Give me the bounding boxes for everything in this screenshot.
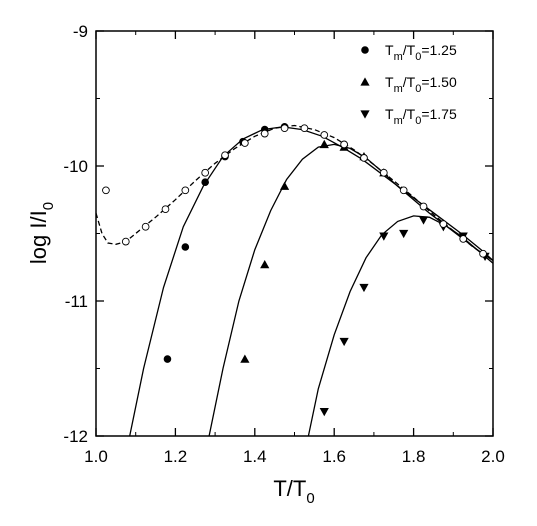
solid-fit-curve-3: [307, 215, 494, 437]
x-tick-label: 1.4: [243, 447, 267, 466]
y-axis-label: log I/I0: [26, 202, 57, 264]
fit-curves-layer: [95, 124, 494, 437]
data-point-open-circle: [479, 249, 487, 258]
data-point-open-circle: [399, 186, 408, 195]
data-point-open-circle: [221, 151, 229, 160]
data-point-open-circle: [419, 202, 428, 211]
data-point-triangle-down: [359, 283, 369, 293]
x-tick-label: 1.2: [164, 447, 188, 466]
plot-frame: [95, 30, 494, 437]
data-point-open-circle: [360, 154, 368, 162]
data-point-open-circle: [181, 186, 190, 195]
data-point-open-circle: [320, 131, 329, 139]
legend-marker-triangle-down: [360, 110, 370, 119]
data-point-open-circle: [280, 124, 289, 133]
legend-label: Tm/T0=1.25: [385, 42, 457, 63]
legend-marker-circle: [361, 46, 369, 54]
data-point-open-circle: [300, 124, 309, 133]
data-point-open-circle: [439, 220, 448, 228]
data-point-circle: [163, 355, 172, 363]
legend-marker-triangle-up: [360, 77, 370, 86]
data-point-open-circle: [241, 139, 249, 147]
data-point-open-circle: [260, 129, 269, 138]
axis-ticks-layer: 1.0 1.2 1.4 1.6 1.8 2.0 -12 -11 -10 -9: [63, 22, 504, 466]
data-point-open-circle: [459, 235, 468, 243]
data-point-triangle-up: [279, 181, 290, 190]
data-point-triangle-down: [399, 229, 409, 239]
data-point-open-circle: [121, 237, 130, 246]
data-point-open-circle: [141, 222, 150, 231]
solid-fit-curve-1: [129, 126, 494, 437]
x-axis-label-sub: 0: [306, 490, 314, 507]
data-point-triangle-down: [418, 216, 429, 225]
data-point-circle: [181, 243, 190, 251]
y-tick-label: -11: [65, 292, 88, 311]
data-point-triangle-up: [319, 139, 329, 149]
data-point-circle: [201, 178, 209, 186]
x-tick-label: 1.8: [402, 447, 426, 466]
legend: Tm/T0=1.25 Tm/T0=1.50 Tm/T0=1.75: [360, 42, 457, 127]
x-tick-label: 2.0: [481, 447, 505, 466]
y-tick-label: -12: [63, 427, 88, 446]
x-tick-label: 1.6: [322, 447, 346, 466]
y-tick-label: -9: [73, 22, 88, 41]
data-points-layer: [102, 123, 490, 417]
data-point-open-circle: [340, 140, 348, 149]
data-point-open-circle: [102, 186, 110, 195]
legend-label: Tm/T0=1.75: [385, 106, 457, 127]
data-point-triangle-down: [379, 232, 389, 241]
x-tick-label: 1.0: [84, 447, 108, 466]
data-point-open-circle: [379, 168, 388, 177]
x-axis-label: T/T0: [273, 476, 314, 507]
data-point-triangle-up: [240, 354, 250, 363]
dashed-fit-curve: [95, 124, 494, 262]
data-point-triangle-up: [260, 259, 270, 269]
data-point-open-circle: [161, 205, 170, 214]
data-point-triangle-down: [319, 408, 329, 417]
y-axis-label-main: log I/I: [26, 210, 51, 264]
x-axis-label-main: T/T: [273, 476, 306, 501]
legend-label: Tm/T0=1.50: [385, 74, 457, 95]
data-point-open-circle: [201, 168, 210, 177]
data-point-triangle-down: [339, 337, 349, 347]
y-axis-label-sub: 0: [40, 202, 57, 210]
y-tick-label: -10: [63, 157, 88, 176]
